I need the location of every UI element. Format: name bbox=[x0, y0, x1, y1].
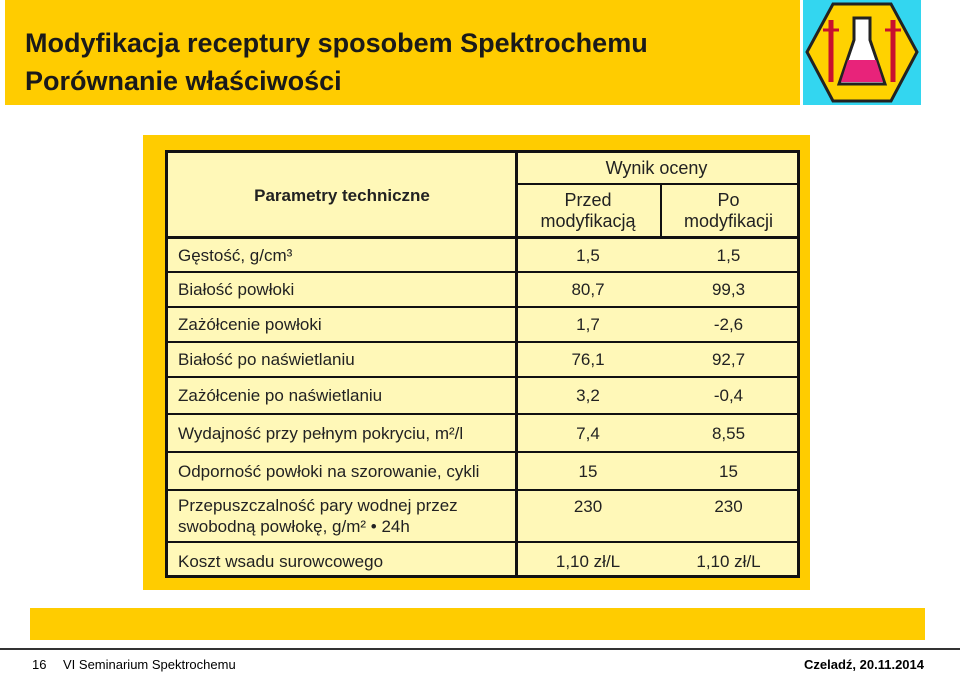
header-column: Przed modyfikacją bbox=[540, 189, 636, 231]
rule bbox=[168, 236, 797, 239]
row-label: Białość po naświetlaniu bbox=[178, 350, 355, 369]
title-banner bbox=[5, 0, 800, 105]
row-label: Białość powłoki bbox=[178, 280, 295, 299]
rule bbox=[168, 451, 797, 453]
row-value: 8,55 bbox=[711, 423, 746, 443]
title-block: Modyfikacja receptury sposobem Spektroch… bbox=[25, 24, 648, 100]
bottom-band bbox=[30, 608, 925, 640]
logo bbox=[803, 0, 921, 105]
page-number: 16 bbox=[32, 657, 47, 672]
row-value: 1,5 bbox=[576, 246, 600, 265]
header-group: Wynik oceny bbox=[605, 158, 708, 178]
row-label: Gęstość, g/cm³ bbox=[178, 246, 293, 265]
row-value: 230 bbox=[573, 497, 603, 516]
row-value: 92,7 bbox=[711, 350, 746, 369]
rule bbox=[168, 541, 797, 543]
header-column: Po modyfikacji bbox=[683, 189, 774, 231]
rule bbox=[168, 306, 797, 308]
subtitle: Porównanie właściwości bbox=[25, 66, 342, 96]
row-value: 76,1 bbox=[571, 350, 605, 369]
row-label: Wydajność przy pełnym pokryciu, m²/l bbox=[178, 423, 464, 443]
row-value: 230 bbox=[714, 497, 743, 516]
footer-rule bbox=[0, 648, 960, 650]
rule bbox=[660, 184, 662, 237]
row-label: Zażółcenie po naświetlaniu bbox=[178, 386, 383, 405]
title: Modyfikacja receptury sposobem Spektroch… bbox=[25, 28, 648, 58]
footer-event: VI Seminarium Spektrochemu bbox=[63, 657, 236, 672]
row-value: 1,10 zł/L bbox=[696, 551, 761, 571]
row-value: 80,7 bbox=[571, 280, 605, 299]
row-label: Koszt wsadu surowcowego bbox=[178, 551, 384, 571]
row-label: Przepuszczalność pary wodnej przez swobo… bbox=[178, 496, 458, 536]
rule bbox=[516, 183, 797, 185]
row-value: -0,4 bbox=[713, 386, 744, 405]
rule bbox=[168, 376, 797, 378]
row-label: Odporność powłoki na szorowanie, cykli bbox=[178, 461, 480, 481]
footer-date: Czeladź, 20.11.2014 bbox=[804, 657, 924, 672]
row-value: 15 bbox=[719, 461, 738, 481]
rule bbox=[168, 271, 797, 273]
table: Parametry techniczne Wynik oceny Przed mod… bbox=[165, 150, 800, 578]
row-value: 99,3 bbox=[711, 280, 746, 299]
header-parameters: Parametry techniczne bbox=[254, 185, 430, 205]
row-value: 1,10 zł/L bbox=[555, 551, 621, 571]
row-value: -2,6 bbox=[713, 315, 744, 334]
rule bbox=[168, 413, 797, 415]
row-value: 1,5 bbox=[716, 246, 741, 265]
row-label: Zażółcenie powłoki bbox=[178, 315, 322, 334]
row-value: 3,2 bbox=[576, 386, 600, 405]
rule bbox=[515, 153, 518, 575]
row-value: 7,4 bbox=[576, 423, 600, 443]
row-value: 1,7 bbox=[576, 315, 600, 334]
rule bbox=[168, 489, 797, 491]
rule bbox=[168, 341, 797, 343]
row-value: 15 bbox=[578, 461, 598, 481]
